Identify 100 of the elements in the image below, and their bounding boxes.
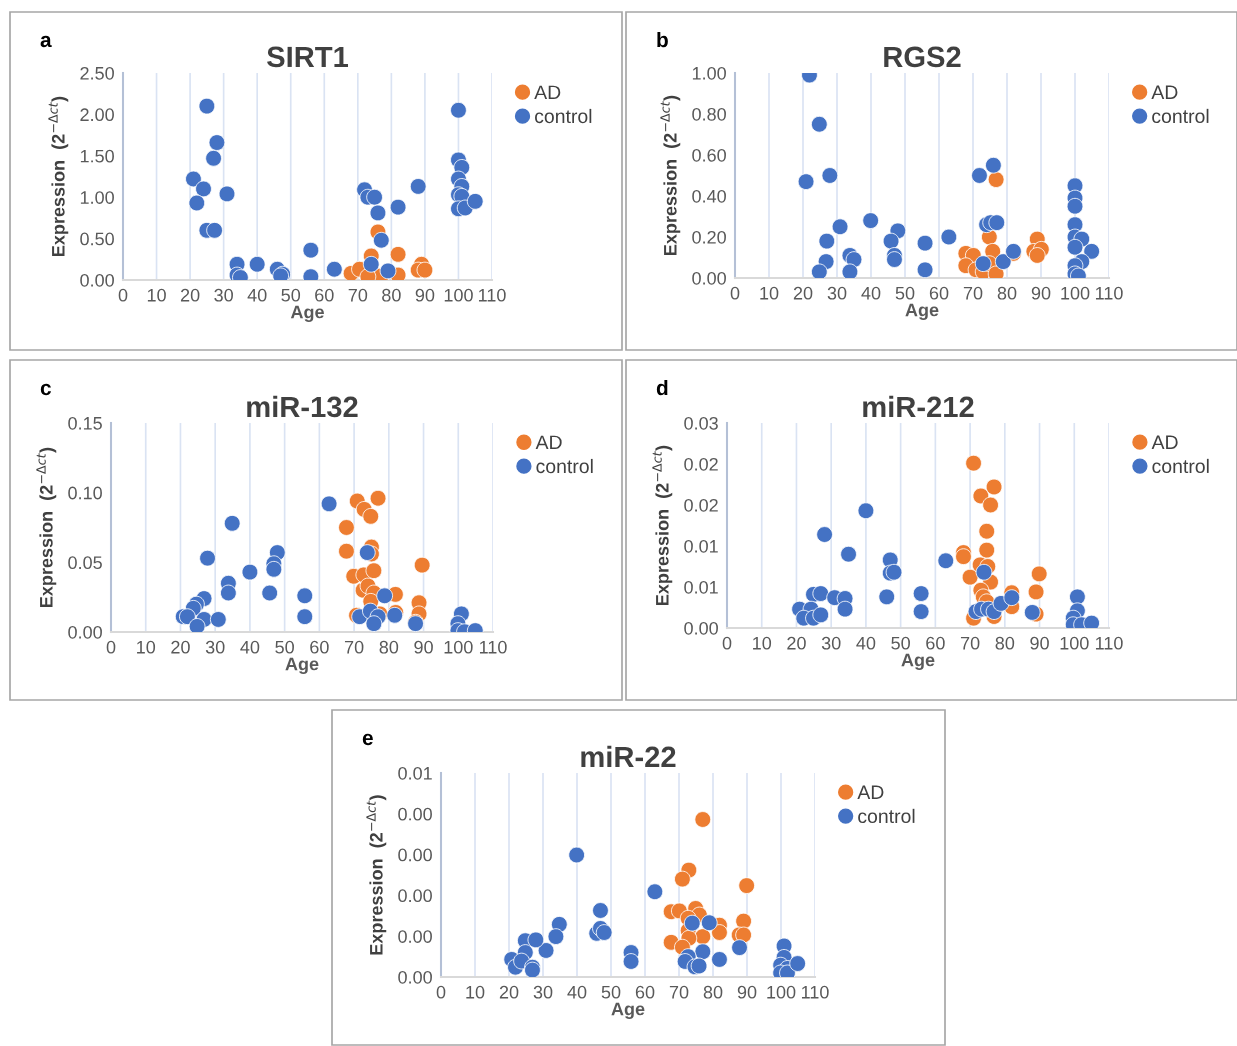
x-tick-label: 80 <box>995 636 1015 650</box>
x-tick-label: 80 <box>703 985 723 999</box>
y-tick-label: 1.50 <box>80 149 114 163</box>
legend-label: AD <box>535 435 562 450</box>
x-axis-title: Age <box>901 653 935 670</box>
x-tick-label: 0 <box>730 286 740 300</box>
y-tick-label: 0.00 <box>692 271 726 285</box>
x-tick-label: 20 <box>793 286 813 300</box>
x-tick-label: 70 <box>963 286 983 300</box>
y-tick-label: 0.02 <box>684 457 718 471</box>
x-tick-label: 110 <box>1095 286 1123 300</box>
y-tick-label: 1.00 <box>692 66 726 80</box>
y-axis-title: Expression (2$^{−Δct}$) <box>652 445 673 605</box>
x-tick-label: 10 <box>466 985 485 999</box>
x-tick-label: 40 <box>240 640 260 654</box>
x-tick-label: 110 <box>1095 636 1123 650</box>
x-tick-label: 70 <box>669 985 689 999</box>
y-tick-label: 0.00 <box>398 889 432 903</box>
x-tick-label: 80 <box>382 288 401 302</box>
y-tick-label: 0.00 <box>80 273 114 287</box>
chart-title: miR-132 <box>247 395 358 418</box>
y-tick-label: 0.00 <box>398 970 432 984</box>
y-axis-title: Expression (2$^{−Δct}$) <box>36 447 57 607</box>
y-tick-label: 2.50 <box>80 66 114 80</box>
y-tick-label: 0.05 <box>68 556 102 570</box>
y-tick-label: 0.50 <box>80 232 114 246</box>
y-tick-label: 0.00 <box>398 930 432 943</box>
x-tick-label: 90 <box>737 985 757 999</box>
point <box>810 263 828 278</box>
x-tick-label: 20 <box>180 288 200 302</box>
x-tick-label: 20 <box>171 640 190 654</box>
y-tick-label: 0.03 <box>684 416 718 430</box>
x-tick-label: 40 <box>861 286 881 300</box>
x-tick-label: 0 <box>722 636 732 650</box>
x-tick-label: 10 <box>137 640 156 654</box>
x-tick-label: 60 <box>635 985 655 999</box>
legend-label: AD <box>1151 85 1178 99</box>
y-tick-label: 2.00 <box>80 108 114 122</box>
x-tick-label: 100 <box>444 288 473 302</box>
x-tick-label: 10 <box>760 286 779 300</box>
x-tick-label: 30 <box>827 286 847 300</box>
x-tick-label: 100 <box>1061 286 1090 300</box>
chart-title: RGS2 <box>884 46 961 68</box>
legend-label: AD <box>1151 435 1178 449</box>
legend-label: AD <box>534 85 561 100</box>
text: e <box>362 733 373 746</box>
text: c <box>40 383 51 396</box>
x-tick-label: 70 <box>960 636 980 650</box>
y-tick-label: 0.01 <box>684 580 718 594</box>
y-tick-label: 0.80 <box>692 107 726 121</box>
text: b <box>657 31 668 48</box>
y-tick-label: 0.15 <box>68 416 102 430</box>
x-tick-label: 50 <box>601 985 621 999</box>
x-tick-label: 30 <box>533 985 553 999</box>
legend-label: AD <box>857 785 884 799</box>
x-tick-label: 30 <box>214 288 233 302</box>
x-tick-label: 110 <box>479 640 507 654</box>
x-tick-label: 10 <box>147 288 166 302</box>
x-tick-label: 50 <box>281 288 301 302</box>
x-tick-label: 90 <box>1031 286 1051 300</box>
legend-label: control <box>858 808 915 824</box>
y-tick-label: 0.00 <box>68 625 102 639</box>
x-tick-label: 90 <box>415 288 435 302</box>
y-tick-label: 0.60 <box>692 148 726 162</box>
x-tick-label: 0 <box>436 985 446 999</box>
x-tick-label: 0 <box>106 640 116 654</box>
x-tick-label: 30 <box>205 640 225 654</box>
chart-title: SIRT1 <box>267 46 349 68</box>
x-tick-label: 30 <box>821 636 841 650</box>
x-tick-label: 0 <box>118 288 128 302</box>
x-tick-label: 50 <box>891 636 910 650</box>
chart-title: miR-212 <box>863 395 974 417</box>
x-tick-label: 50 <box>895 286 915 300</box>
x-tick-label: 50 <box>275 640 294 654</box>
y-tick-label: 0.10 <box>68 486 102 500</box>
x-tick-label: 100 <box>444 640 473 654</box>
y-tick-label: 0.00 <box>398 807 432 821</box>
x-tick-label: 110 <box>801 985 829 999</box>
x-tick-label: 10 <box>753 636 772 650</box>
x-axis-title: Age <box>285 657 319 674</box>
x-tick-label: 20 <box>787 636 806 650</box>
legend-label: control <box>535 108 592 124</box>
x-tick-label: 70 <box>348 288 368 302</box>
text: a <box>40 35 52 48</box>
x-tick-label: 80 <box>997 286 1017 300</box>
y-axis-title: Expression (2$^{−Δct}$) <box>660 95 681 255</box>
y-tick-label: 0.40 <box>692 189 726 203</box>
x-tick-label: 40 <box>567 985 587 999</box>
x-tick-label: 20 <box>499 985 519 999</box>
text: d <box>656 379 668 396</box>
legend-label: control <box>1152 108 1209 124</box>
y-tick-label: 0.00 <box>684 621 718 635</box>
legend-label: control <box>536 458 593 474</box>
x-tick-label: 90 <box>1030 636 1049 650</box>
x-tick-label: 100 <box>1060 636 1089 650</box>
x-axis-title: Age <box>905 303 939 320</box>
chart-title: miR-22 <box>581 745 676 767</box>
y-tick-label: 0.20 <box>692 230 726 244</box>
y-tick-label: 0.02 <box>684 498 718 512</box>
y-tick-label: 1.00 <box>80 191 114 204</box>
